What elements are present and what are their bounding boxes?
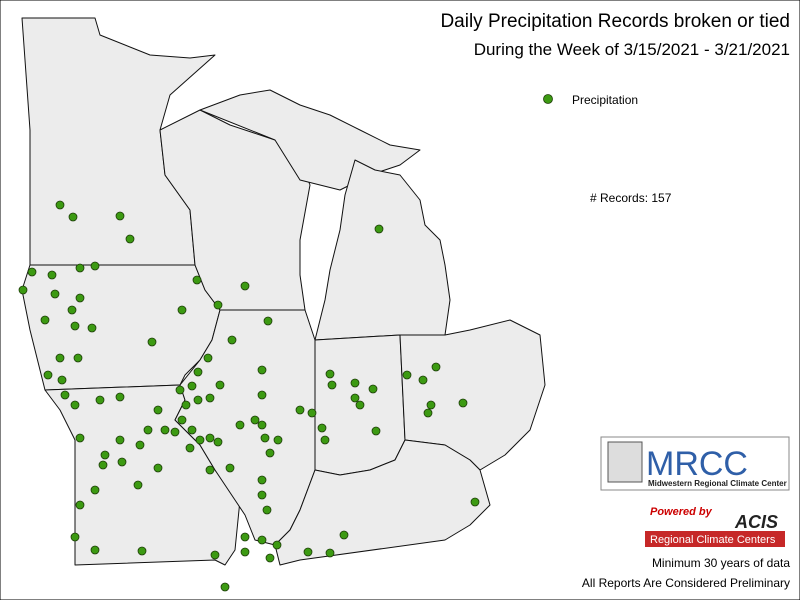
legend-label: Precipitation — [572, 93, 638, 107]
logo-full-name: Midwestern Regional Climate Center — [648, 479, 787, 488]
mrcc-logo: MRCC Midwestern Regional Climate Center — [600, 436, 790, 491]
states — [21, 17, 546, 566]
logo-name: MRCC — [646, 445, 748, 483]
acis-subtitle: Regional Climate Centers — [650, 534, 776, 546]
records-count: # Records: 157 — [590, 191, 672, 205]
acis-powered: Powered by — [650, 506, 713, 518]
station-dots — [18, 200, 480, 592]
subtitle: During the Week of 3/15/2021 - 3/21/2021 — [474, 40, 790, 59]
acis-name: ACIS — [734, 512, 778, 532]
note: Minimum 30 years of data — [652, 556, 790, 570]
acis-logo: Powered by ACIS Regional Climate Centers — [645, 506, 785, 547]
legend-swatch — [543, 94, 553, 104]
title: Daily Precipitation Records broken or ti… — [440, 11, 790, 32]
note: All Reports Are Considered Preliminary — [582, 576, 790, 590]
